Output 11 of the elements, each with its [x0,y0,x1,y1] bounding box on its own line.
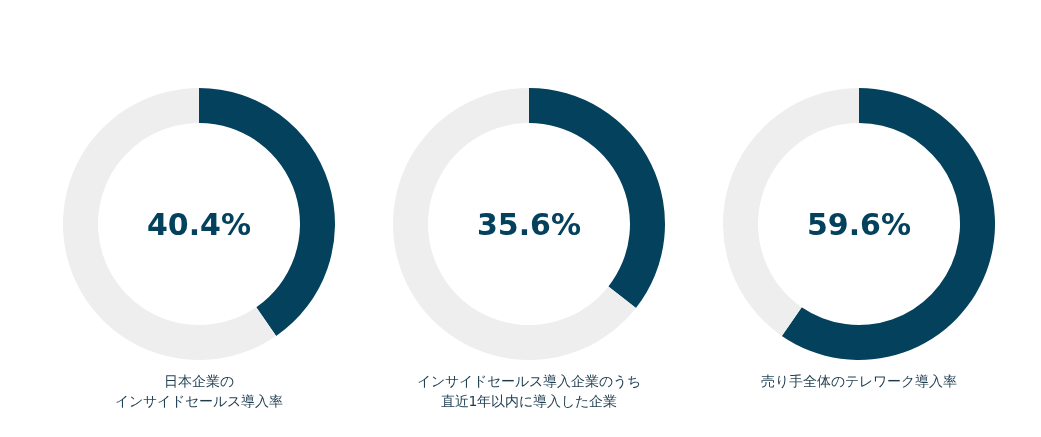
text: 売り手全体のテレワーク導入率 [761,373,957,389]
donut-slice [393,88,636,360]
donut-slice [781,88,995,360]
text: インサイドセールス導入企業のうち [417,373,641,389]
text: インサイドセールス導入率 [115,393,283,409]
text: 35.6% [476,207,582,242]
text: 40.4% [146,207,252,242]
text: 日本企業の [164,373,234,389]
donut-slice [63,88,277,360]
text: 直近1年以内に導入した企業 [440,393,618,409]
text: 59.6% [806,207,912,242]
